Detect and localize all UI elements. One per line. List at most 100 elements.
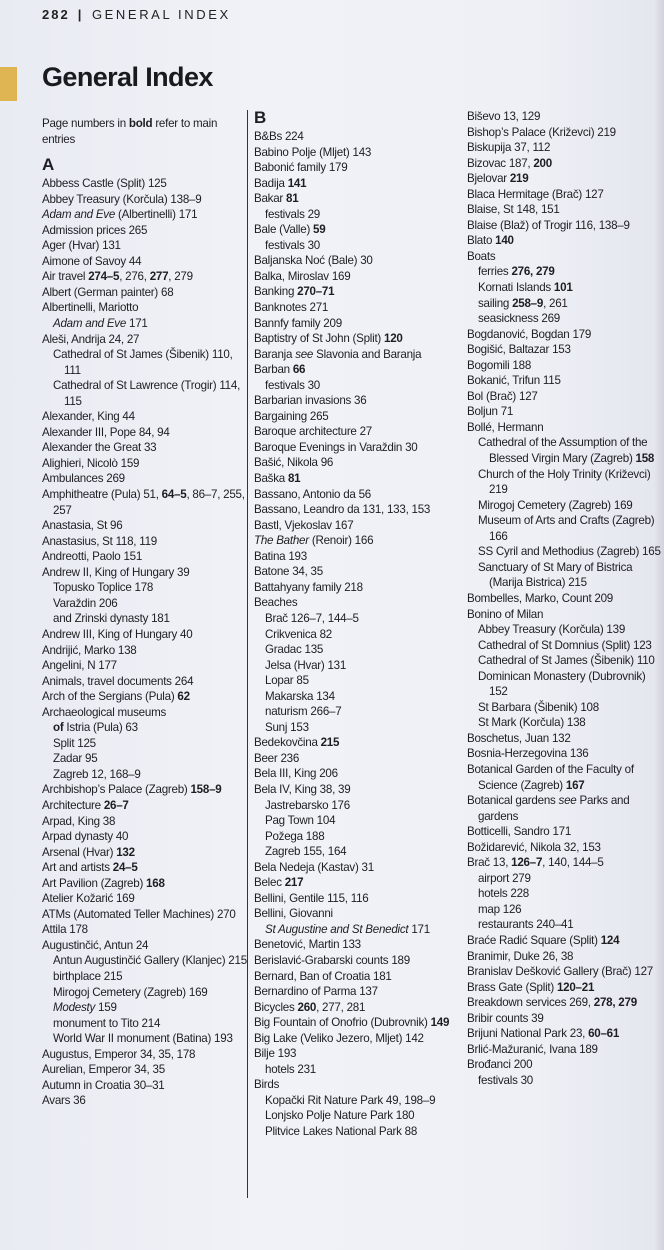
index-entry: Andrew III, King of Hungary 40 [42, 627, 248, 643]
index-entry: Andrew II, King of Hungary 39 [42, 565, 248, 581]
bold-page-ref: 278, 279 [593, 996, 637, 1010]
entry-text: Barbarian invasions 36 [254, 394, 367, 408]
entry-text: Botanical Garden of the Faculty of Scien… [467, 762, 634, 792]
bold-page-ref: 59 [313, 223, 326, 237]
index-subentry: hotels 228 [467, 886, 663, 902]
entry-text: Babonić family 179 [254, 161, 348, 175]
index-subentry: Zadar 95 [42, 751, 248, 767]
index-subentry: Antun Augustinčić Gallery (Klanjec) 215 [42, 953, 248, 969]
entry-text: SS Cyril and Methodius (Zagreb) 165 [478, 545, 661, 559]
entry-text: Baroque Evenings in Varaždin 30 [254, 440, 418, 454]
index-entry: Biskupija 37, 112 [467, 140, 663, 156]
index-entry: Air travel 274–5, 276, 277, 279 [42, 269, 248, 285]
index-entry: Aurelian, Emperor 34, 35 [42, 1062, 248, 1078]
entry-text: 159 [95, 1001, 117, 1015]
index-entry: Arpad, King 38 [42, 814, 248, 830]
entry-text: Božidarević, Nikola 32, 153 [467, 840, 601, 854]
index-entry: Batina 193 [254, 549, 462, 565]
entry-text: Brlić-Mažuranić, Ivana 189 [467, 1042, 598, 1056]
entry-text: Bernard, Ban of Croatia 181 [254, 969, 392, 983]
index-entry: Bakar 81 [254, 191, 462, 207]
index-entry: B&Bs 224 [254, 129, 462, 145]
index-subentry: Cathedral of St James (Šibenik) 110 [467, 653, 663, 669]
entry-text: map 126 [478, 902, 522, 916]
entry-text: Plitvice Lakes National Park 88 [265, 1125, 418, 1138]
bold-page-ref: 158–9 [190, 783, 222, 797]
entry-text: Bassano, Antonio da 56 [254, 487, 371, 501]
bold-page-ref: 81 [287, 472, 301, 486]
index-entry: Battahyany family 218 [254, 580, 462, 596]
index-entry: Blato 140 [467, 233, 663, 249]
entry-text: Breakdown services 269, [467, 996, 594, 1010]
index-subentry: St Barbara (Šibenik) 108 [467, 700, 663, 716]
italic-title: see [558, 794, 577, 808]
bold-page-ref: 260 [297, 1000, 317, 1014]
entry-text: festivals 30 [265, 378, 320, 392]
index-entry: Arch of the Sergians (Pula) 62 [42, 689, 248, 705]
entry-text: Augustinčić, Antun 24 [42, 938, 149, 952]
index-subentry: and Zrinski dynasty 181 [42, 611, 248, 627]
entry-text: Battahyany family 218 [254, 580, 363, 594]
index-entry: Baptistry of St John (Split) 120 [254, 331, 462, 347]
entry-text: Branimir, Duke 26, 38 [467, 949, 574, 963]
entry-text: Abbey Treasury (Korčula) 139 [478, 623, 626, 637]
entry-text: Bilje 193 [254, 1047, 297, 1061]
entry-text: Varaždin 206 [53, 596, 118, 610]
index-subentry: Topusko Toplice 178 [42, 580, 248, 596]
index-entry: Angelini, N 177 [42, 658, 248, 674]
index-entry: Abbey Treasury (Korčula) 138–9 [42, 192, 248, 208]
entry-text: Biševo 13, 129 [467, 110, 541, 123]
page-title: General Index [42, 62, 213, 92]
entry-text: Cathedral of St James (Šibenik) 110, 111 [53, 348, 233, 377]
entry-text: Makarska 134 [265, 689, 335, 703]
index-subentry: Zagreb 155, 164 [254, 844, 462, 860]
entry-text: Baška [254, 472, 288, 486]
index-subentry: Cathedral of the Assumption of the Bless… [467, 435, 663, 466]
entry-text: Art Pavilion (Zagreb) [42, 876, 147, 890]
index-subentry: restaurants 240–41 [467, 917, 663, 933]
index-subentry: SS Cyril and Methodius (Zagreb) 165 [467, 544, 663, 560]
entry-text: Bollé, Hermann [467, 420, 544, 434]
section-tab-marker [0, 67, 17, 101]
section-name: GENERAL INDEX [91, 7, 231, 22]
italic-title: Adam and Eve [42, 208, 116, 222]
bold-page-ref: 274–5 [88, 270, 120, 284]
entry-text: St Barbara (Šibenik) 108 [478, 700, 599, 714]
index-entry: Bjelovar 219 [467, 171, 663, 187]
bold-page-ref: 64–5 [161, 488, 187, 502]
index-subentry: ferries 276, 279 [467, 264, 663, 280]
index-subentry: Plitvice Lakes National Park 88 [254, 1124, 462, 1140]
entry-text: Cathedral of St Lawrence (Trogir) 114, 1… [53, 379, 241, 408]
index-subentry: map 126 [467, 902, 663, 918]
index-entry: Bishop’s Palace (Križevci) 219 [467, 125, 663, 141]
italic-title: see [295, 347, 314, 361]
entry-text: Arch of the Sergians (Pula) [42, 690, 178, 704]
index-entry: Blaise, St 148, 151 [467, 202, 663, 218]
entry-text: Banknotes 271 [254, 301, 329, 315]
entry-text: festivals 29 [265, 207, 320, 221]
running-head: 282 | GENERAL INDEX [42, 7, 231, 22]
entry-text: Bela III, King 206 [254, 767, 338, 781]
letter-heading: A [42, 155, 55, 175]
index-entry: Baroque Evenings in Varaždin 30 [254, 440, 462, 456]
index-entry: Baranja see Slavonia and Baranja [254, 347, 462, 363]
entry-text: Slavonia and Baranja [313, 347, 422, 361]
index-subentry: Split 125 [42, 736, 248, 752]
index-entry: Bokanić, Trifun 115 [467, 373, 663, 389]
index-entry: Aimone of Savoy 44 [42, 254, 248, 270]
index-entry: Archbishop’s Palace (Zagreb) 158–9 [42, 782, 248, 798]
entry-text: and Zrinski dynasty 181 [53, 612, 170, 626]
bold-page-ref: 124 [600, 933, 620, 947]
entry-text: Ager (Hvar) 131 [42, 239, 121, 253]
entry-text: Kornati Islands [478, 281, 554, 295]
index-entry: Brass Gate (Split) 120–21 [467, 980, 663, 996]
entry-text: Bedekovčina [254, 736, 321, 750]
entry-text: Bosnia-Herzegovina 136 [467, 747, 589, 761]
index-subentry: Mirogoj Cemetery (Zagreb) 169 [467, 498, 663, 514]
entry-text: Split 125 [53, 736, 96, 750]
entry-text: Batone 34, 35 [254, 565, 323, 579]
entry-text: Andrew III, King of Hungary 40 [42, 627, 193, 641]
entry-text: Alexander, King 44 [42, 410, 135, 424]
entry-text: Benetović, Martin 133 [254, 938, 361, 952]
